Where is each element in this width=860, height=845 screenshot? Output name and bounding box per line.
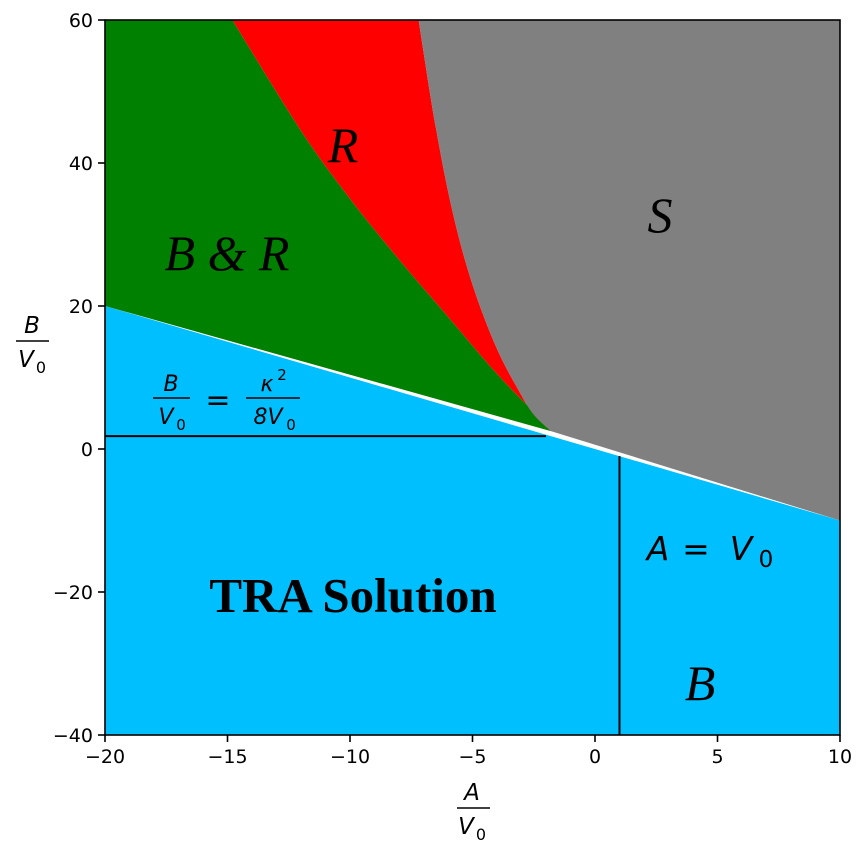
x-label-den: V [458, 814, 476, 840]
a-eq-lhs: A [645, 529, 670, 568]
region-s [418, 20, 840, 521]
annotation-r: R [327, 117, 359, 173]
annotation-b: B [685, 655, 716, 711]
x-label-den-sub: 0 [476, 825, 486, 844]
x-tick-label: −5 [458, 746, 486, 768]
a-eq-rhs-sub: 0 [759, 547, 774, 573]
plot-regions [105, 20, 840, 735]
kappa-op: = [205, 383, 230, 418]
x-tick-label: 0 [589, 746, 601, 768]
kappa-rhs-num-sup: 2 [277, 366, 287, 384]
kappa-lhs-den-sub: 0 [176, 416, 186, 434]
kappa-lhs-den: V [158, 405, 175, 430]
x-axis-ticks: −20 −15 −10 −5 0 5 10 [85, 735, 852, 768]
kappa-rhs-den-sub: 0 [286, 416, 296, 434]
x-label-num: A [462, 780, 480, 806]
y-tick-label: 40 [69, 153, 93, 175]
y-tick-label: −40 [53, 725, 93, 747]
kappa-rhs-num: κ [261, 372, 274, 397]
x-tick-label: −10 [330, 746, 370, 768]
y-tick-label: −20 [53, 582, 93, 604]
region-tra-solution [105, 306, 840, 735]
y-label-den-sub: 0 [36, 358, 46, 377]
region-r [232, 20, 551, 432]
y-label-num: B [24, 313, 40, 339]
annotation-tra-solution: TRA Solution [209, 568, 496, 623]
y-tick-label: 60 [69, 10, 93, 32]
kappa-lhs-num: B [163, 372, 178, 397]
y-tick-label: 0 [81, 439, 93, 461]
x-tick-label: 10 [828, 746, 852, 768]
annotation-a-equals-v0: A = V 0 [645, 529, 774, 573]
x-tick-label: 5 [711, 746, 723, 768]
a-eq-op: = [682, 529, 710, 568]
x-tick-label: −15 [207, 746, 247, 768]
annotation-kappa-equation: B V 0 = κ 2 8V 0 [153, 366, 300, 434]
annotation-b-and-r: B & R [165, 225, 290, 281]
x-tick-label: −20 [85, 746, 125, 768]
region-b-and-r [105, 20, 551, 432]
x-axis-label: A V 0 [457, 780, 490, 844]
y-tick-label: 20 [69, 296, 93, 318]
annotation-s: S [648, 187, 673, 243]
y-axis-ticks: −40 −20 0 20 40 60 [53, 10, 105, 747]
a-eq-rhs: V [730, 529, 755, 568]
y-label-den: V [18, 347, 36, 373]
kappa-rhs-den: 8V [253, 405, 284, 430]
y-axis-label: B V 0 [16, 313, 49, 377]
